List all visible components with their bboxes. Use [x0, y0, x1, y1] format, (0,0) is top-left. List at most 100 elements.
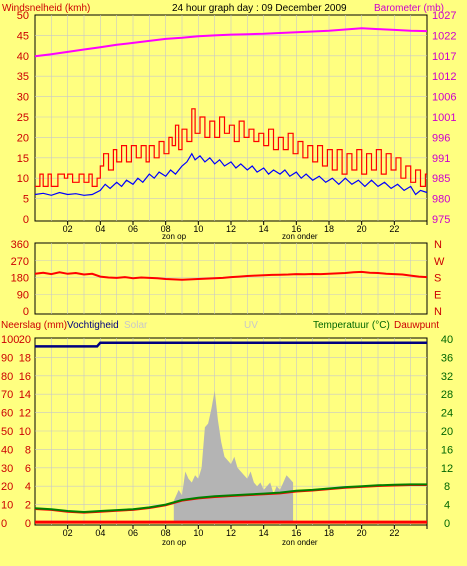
- x-tick-label: 18: [324, 528, 334, 538]
- rain-tick-label: 20: [19, 334, 31, 346]
- rain-tick-label: 2: [25, 500, 31, 512]
- x-tick-label: 14: [259, 528, 269, 538]
- wind-barometer-panel: 0 5 10 15 20 25 30 35 40 45 50 975 980 985 991 996 1001…: [17, 10, 457, 241]
- temperature-tick-label: 20: [441, 426, 453, 438]
- wind-tick-label: 20: [17, 132, 29, 144]
- x-tick-label: 22: [389, 224, 399, 234]
- sunrise-marker: zon op: [162, 232, 187, 241]
- direction-degree-ticks: 360 270 180 90 0: [11, 239, 29, 318]
- humidity-tick-label: 60: [1, 408, 13, 420]
- humidity-tick-label: 80: [1, 371, 13, 383]
- solar-series: [173, 390, 294, 523]
- wind-tick-label: 10: [17, 173, 29, 185]
- x-tick-label: 20: [357, 528, 367, 538]
- wind-tick-label: 50: [17, 10, 29, 22]
- temperature-series: [34, 483, 427, 514]
- direction-tick-label: 270: [11, 256, 29, 268]
- x-tick-label: 16: [291, 528, 301, 538]
- direction-tick-label: 0: [23, 306, 29, 318]
- wind-tick-label: 35: [17, 71, 29, 83]
- dewpoint-axis-title: Dauwpunt: [394, 320, 439, 331]
- bottom-time-axis: 02 04 06 08 10 12 14 16 18 20 22: [63, 525, 428, 538]
- wind-axis-title: Windsnelheid (kmh): [2, 3, 90, 14]
- wind-tick-label: 0: [23, 214, 29, 226]
- temperature-tick-label: 0: [444, 518, 450, 530]
- x-tick-label: 02: [63, 528, 73, 538]
- humidity-series: [35, 341, 427, 348]
- rain-tick-label: 14: [19, 389, 31, 401]
- rain-tick-label: 4: [25, 481, 31, 493]
- temperature-tick-label: 36: [441, 352, 453, 364]
- x-tick-label: 06: [128, 528, 138, 538]
- x-tick-label: 04: [95, 224, 105, 234]
- temperature-tick-label: 40: [441, 334, 453, 346]
- temperature-axis-ticks: 0 4 8 12 16 20 24 28 32 36 40: [441, 334, 453, 530]
- wind-barometer-grid: [35, 15, 427, 221]
- barometer-tick-label: 1012: [432, 71, 456, 83]
- compass-tick-label: W: [434, 256, 445, 268]
- sunset-marker-bottom: zon onder: [282, 538, 318, 547]
- wind-axis-ticks: 0 5 10 15 20 25 30 35 40 45 50: [17, 10, 29, 226]
- humidity-tick-label: 50: [1, 426, 13, 438]
- compass-tick-label: N: [434, 306, 442, 318]
- x-tick-label: 20: [357, 224, 367, 234]
- temperature-tick-label: 16: [441, 444, 453, 456]
- sunrise-marker-bottom: zon op: [162, 538, 187, 547]
- sunset-marker: zon onder: [282, 232, 318, 241]
- wind-direction-series: [34, 270, 428, 281]
- barometer-tick-label: 1027: [432, 10, 456, 22]
- temperature-tick-label: 4: [444, 500, 450, 512]
- direction-tick-label: 360: [11, 239, 29, 251]
- barometer-series: [34, 27, 428, 58]
- wind-tick-label: 15: [17, 153, 29, 165]
- rain-tick-label: 6: [25, 463, 31, 475]
- barometer-tick-label: 996: [432, 132, 450, 144]
- compass-tick-label: N: [434, 239, 442, 251]
- x-tick-label: 12: [226, 224, 236, 234]
- x-tick-label: 04: [95, 528, 105, 538]
- rain-axis-title: Neerslag (mm): [1, 320, 67, 331]
- barometer-tick-label: 980: [432, 194, 450, 206]
- wind-tick-label: 30: [17, 92, 29, 104]
- temperature-axis-title: Temperatuur (°C): [313, 320, 390, 331]
- humidity-axis-title: Vochtigheid: [67, 320, 119, 331]
- barometer-tick-label: 975: [432, 214, 450, 226]
- x-tick-label: 06: [128, 224, 138, 234]
- wind-tick-label: 40: [17, 51, 29, 63]
- wind-average-series: [34, 152, 428, 196]
- graph-title: 24 hour graph day : 09 December 2009: [172, 3, 347, 14]
- humidity-tick-label: 0: [1, 518, 7, 530]
- barometer-tick-label: 1006: [432, 92, 456, 104]
- humidity-tick-label: 10: [1, 500, 13, 512]
- x-tick-label: 02: [63, 224, 73, 234]
- barometer-axis-ticks: 975 980 985 991 996 1001 1006 1012 1017 1022 1027: [432, 10, 456, 226]
- wind-tick-label: 45: [17, 30, 29, 42]
- humidity-tick-label: 90: [1, 352, 13, 364]
- temperature-tick-label: 32: [441, 371, 453, 383]
- humidity-tick-label: 20: [1, 481, 13, 493]
- rain-tick-label: 8: [25, 444, 31, 456]
- humidity-tick-label: 40: [1, 444, 13, 456]
- x-tick-label: 10: [193, 528, 203, 538]
- rain-axis-ticks: 0 2 4 6 8 10 12 14 16 18 20: [19, 334, 31, 530]
- x-tick-label: 10: [193, 224, 203, 234]
- rain-tick-label: 18: [19, 352, 31, 364]
- solar-axis-title: Solar: [124, 320, 148, 331]
- rain-tick-label: 12: [19, 408, 31, 420]
- wind-tick-label: 25: [17, 112, 29, 124]
- humidity-tick-label: 30: [1, 463, 13, 475]
- temperature-tick-label: 8: [444, 481, 450, 493]
- x-tick-label: 22: [389, 528, 399, 538]
- rain-tick-label: 16: [19, 371, 31, 383]
- rain-tick-label: 0: [25, 518, 31, 530]
- x-tick-label: 12: [226, 528, 236, 538]
- wind-time-axis: 02 04 06 08 10 12 14 16 18 20 22: [63, 221, 428, 234]
- barometer-tick-label: 985: [432, 173, 450, 185]
- direction-tick-label: 90: [17, 289, 29, 301]
- x-tick-label: 08: [161, 224, 171, 234]
- uv-axis-title: UV: [244, 320, 258, 331]
